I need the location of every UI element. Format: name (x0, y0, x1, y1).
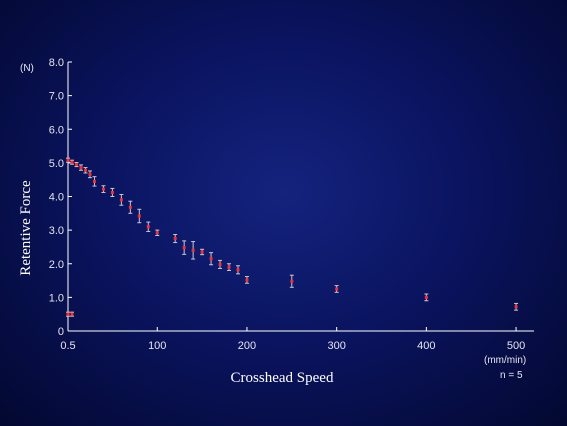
data-point (70, 159, 75, 165)
point-marker (92, 179, 96, 183)
y-axis-title: Retentive Force (18, 180, 34, 276)
y-unit-label: (N) (20, 63, 34, 74)
point-marker (119, 198, 123, 202)
x-tick-label: 300 (327, 340, 345, 352)
data-point (70, 311, 75, 317)
data-points (66, 157, 519, 317)
point-marker (66, 312, 70, 316)
x-tick-label: 200 (238, 340, 256, 352)
data-point (235, 265, 240, 275)
point-marker (83, 168, 87, 172)
point-marker (137, 214, 141, 218)
point-marker (236, 268, 240, 272)
point-marker (70, 312, 74, 316)
data-point (66, 157, 70, 163)
point-marker (155, 231, 159, 235)
point-marker (424, 295, 428, 299)
data-point (182, 240, 187, 255)
y-tick-label: 1.0 (49, 292, 64, 304)
point-marker (191, 248, 195, 252)
point-marker (218, 262, 222, 266)
data-point (218, 259, 223, 269)
y-tick-label: 6.0 (49, 124, 64, 136)
data-point (87, 170, 92, 179)
point-marker (75, 163, 79, 167)
data-point (146, 221, 151, 232)
data-point (79, 164, 84, 171)
x-tick-label: 0.5 (60, 340, 75, 352)
tick-labels: 0 1.0 2.0 3.0 4.0 5.0 6.0 7.0 8.0 0.5 100 200 300 400… (49, 57, 526, 352)
data-point (83, 167, 88, 174)
x-unit-label: (mm/min) (484, 355, 526, 366)
point-marker (101, 187, 105, 191)
point-marker (209, 257, 213, 261)
data-point (209, 252, 214, 266)
x-tick-label: 400 (417, 340, 435, 352)
data-point (155, 229, 160, 237)
data-point (289, 274, 294, 288)
point-marker (70, 160, 74, 164)
y-tick-label: 3.0 (49, 225, 64, 237)
point-marker (335, 287, 339, 291)
point-marker (245, 278, 249, 282)
axes (67, 61, 534, 332)
data-point (137, 208, 142, 224)
x-tick-label: 500 (507, 340, 525, 352)
point-marker (227, 265, 231, 269)
data-point (173, 233, 178, 244)
point-marker (110, 190, 114, 194)
data-point (334, 285, 339, 293)
point-marker (66, 158, 70, 162)
point-marker (173, 237, 177, 241)
point-marker (514, 305, 518, 309)
data-point (66, 311, 70, 317)
y-tick-label: 5.0 (49, 158, 64, 170)
y-tick-label: 7.0 (49, 91, 64, 103)
x-tick-label: 100 (148, 340, 166, 352)
point-marker (182, 246, 186, 250)
y-tick-label: 0 (58, 326, 64, 338)
point-marker (146, 225, 150, 229)
point-marker (88, 172, 92, 176)
y-tick-label: 2.0 (49, 259, 64, 271)
data-point (110, 187, 115, 197)
y-tick-label: 4.0 (49, 192, 64, 204)
point-marker (79, 166, 83, 170)
y-tick-label: 8.0 (49, 57, 64, 69)
data-point (244, 276, 249, 284)
point-marker (200, 250, 204, 254)
point-marker (290, 279, 294, 283)
x-axis-title: Crosshead Speed (231, 370, 334, 386)
data-point (119, 193, 124, 206)
point-marker (128, 205, 132, 209)
data-point (191, 241, 196, 260)
data-point (92, 176, 97, 187)
data-point (101, 185, 106, 193)
data-point (200, 248, 205, 256)
data-point (227, 263, 232, 271)
data-point (74, 162, 79, 168)
data-point (424, 293, 429, 302)
data-point (514, 302, 519, 311)
data-point (128, 200, 133, 214)
sample-size-note: n = 5 (500, 370, 523, 381)
